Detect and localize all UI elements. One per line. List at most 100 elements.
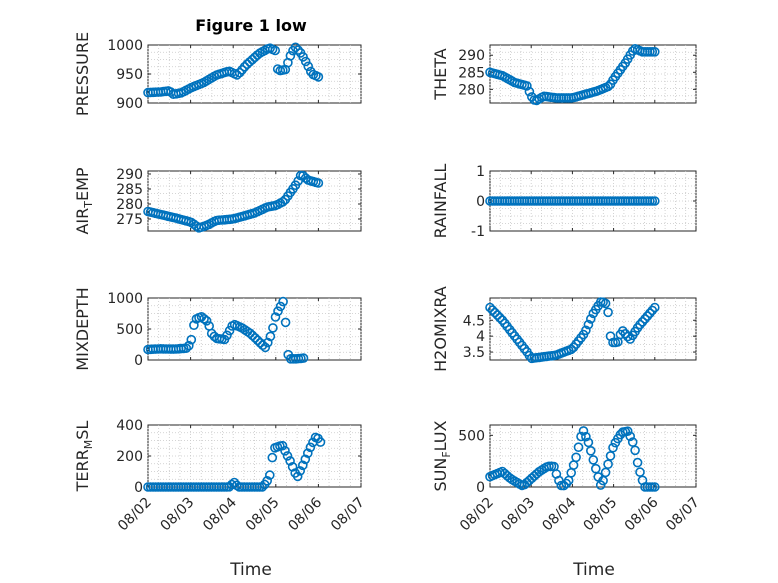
- data-point: [583, 437, 594, 448]
- data-point: [199, 313, 209, 324]
- data-point: [571, 452, 581, 463]
- series-markers: [485, 426, 660, 492]
- subplot-terrmsl: 08/02 08/03 08/04 08/05 08/06 08/07 0 200 400 TER…: [73, 418, 368, 534]
- data-point: [603, 81, 613, 92]
- data-point: [647, 305, 658, 316]
- data-point: [617, 326, 628, 336]
- x-tick-label: 08/03: [158, 495, 198, 535]
- x-tick-label: 08/06: [285, 494, 325, 534]
- y-axis-label: PRESSURE: [73, 32, 92, 116]
- subplot-h2omixra: 3.544.5 H2OMIXRA: [431, 286, 697, 372]
- data-point: [280, 445, 290, 456]
- data-point: [300, 56, 311, 67]
- data-point: [300, 173, 311, 183]
- series-markers: [143, 42, 324, 99]
- data-point: [303, 61, 314, 72]
- y-tick-label: 4: [476, 329, 485, 345]
- data-point: [257, 482, 268, 492]
- data-point: [576, 431, 586, 442]
- data-point: [642, 311, 653, 321]
- y-tick-label: 900: [116, 96, 143, 112]
- data-point: [305, 442, 316, 453]
- data-point: [524, 86, 535, 97]
- data-point: [222, 330, 232, 341]
- data-point: [649, 46, 660, 57]
- subplot-sunflux: 08/02 08/03 08/04 08/05 08/06 08/07 0 500 SUNFLU…: [431, 420, 703, 534]
- y-tick-label: 3.5: [463, 345, 485, 361]
- y-tick-label: -1: [471, 224, 485, 240]
- subplot-mixdepth: 0 500 1000 MIXDEPTH: [73, 287, 362, 371]
- data-point: [186, 334, 197, 345]
- data-point: [485, 302, 495, 313]
- x-tick-label: 08/06: [622, 494, 662, 534]
- data-point: [245, 328, 255, 339]
- data-point: [492, 310, 503, 320]
- y-tick-label: 0: [476, 480, 485, 496]
- y-axis-label: H2OMIXRA: [431, 286, 450, 372]
- data-point: [260, 342, 271, 353]
- data-point: [273, 306, 283, 317]
- data-point: [275, 301, 286, 312]
- data-point: [247, 330, 258, 341]
- x-tick-label: 08/02: [115, 495, 155, 535]
- data-point: [302, 448, 313, 459]
- data-point: [581, 431, 591, 442]
- data-point: [581, 325, 591, 336]
- data-point: [292, 471, 303, 482]
- series-markers: [485, 43, 660, 106]
- data-point: [588, 455, 599, 465]
- data-point: [608, 442, 618, 453]
- x-tick-label: 08/05: [243, 495, 283, 535]
- y-tick-label: 0: [476, 194, 485, 210]
- data-point: [487, 305, 498, 315]
- data-point: [270, 45, 281, 56]
- series-markers: [143, 432, 326, 492]
- data-point: [625, 431, 636, 442]
- y-tick-label: 290: [458, 48, 485, 64]
- data-point: [224, 325, 235, 336]
- data-point: [206, 328, 217, 339]
- data-point: [252, 335, 263, 346]
- data-point: [600, 467, 611, 478]
- data-point: [573, 442, 584, 453]
- y-tick-label: 500: [458, 428, 485, 444]
- x-tick-label: 08/07: [663, 495, 703, 535]
- data-point: [300, 454, 311, 465]
- data-point: [297, 460, 308, 471]
- y-axis-label: AIRTEMP: [73, 167, 95, 234]
- y-tick-label: 1000: [107, 38, 143, 54]
- data-point: [632, 457, 643, 468]
- data-point: [257, 340, 268, 351]
- data-point: [282, 451, 293, 461]
- y-tick-label: 285: [458, 65, 485, 81]
- data-point: [181, 343, 191, 354]
- x-axis-label-left: Time: [229, 560, 272, 580]
- y-tick-label: 285: [116, 182, 143, 198]
- data-point: [262, 475, 273, 486]
- y-tick-label: 1: [476, 164, 485, 180]
- data-point: [649, 196, 660, 206]
- y-tick-label: 1000: [107, 291, 143, 307]
- data-point: [270, 312, 281, 322]
- data-point: [277, 440, 288, 451]
- x-tick-label: 08/02: [457, 495, 497, 535]
- x-tick-label: 08/07: [328, 495, 368, 535]
- y-tick-label: 275: [116, 212, 143, 228]
- data-point: [600, 298, 611, 309]
- y-tick-label: 280: [116, 197, 143, 213]
- x-tick-label: 08/05: [581, 495, 621, 535]
- series-markers: [143, 296, 309, 364]
- y-tick-label: 200: [116, 449, 143, 465]
- data-point: [267, 452, 278, 463]
- data-point: [585, 445, 596, 456]
- data-point: [265, 331, 276, 342]
- y-axis-label: TERRMSL: [73, 421, 95, 493]
- data-point: [635, 319, 645, 330]
- data-point: [290, 42, 301, 53]
- data-point: [250, 333, 260, 343]
- data-point: [234, 67, 245, 78]
- y-axis-label: SUNFLUX: [431, 420, 453, 491]
- data-point: [649, 482, 660, 492]
- y-tick-label: 0: [134, 480, 143, 496]
- y-tick-label: 290: [116, 167, 143, 183]
